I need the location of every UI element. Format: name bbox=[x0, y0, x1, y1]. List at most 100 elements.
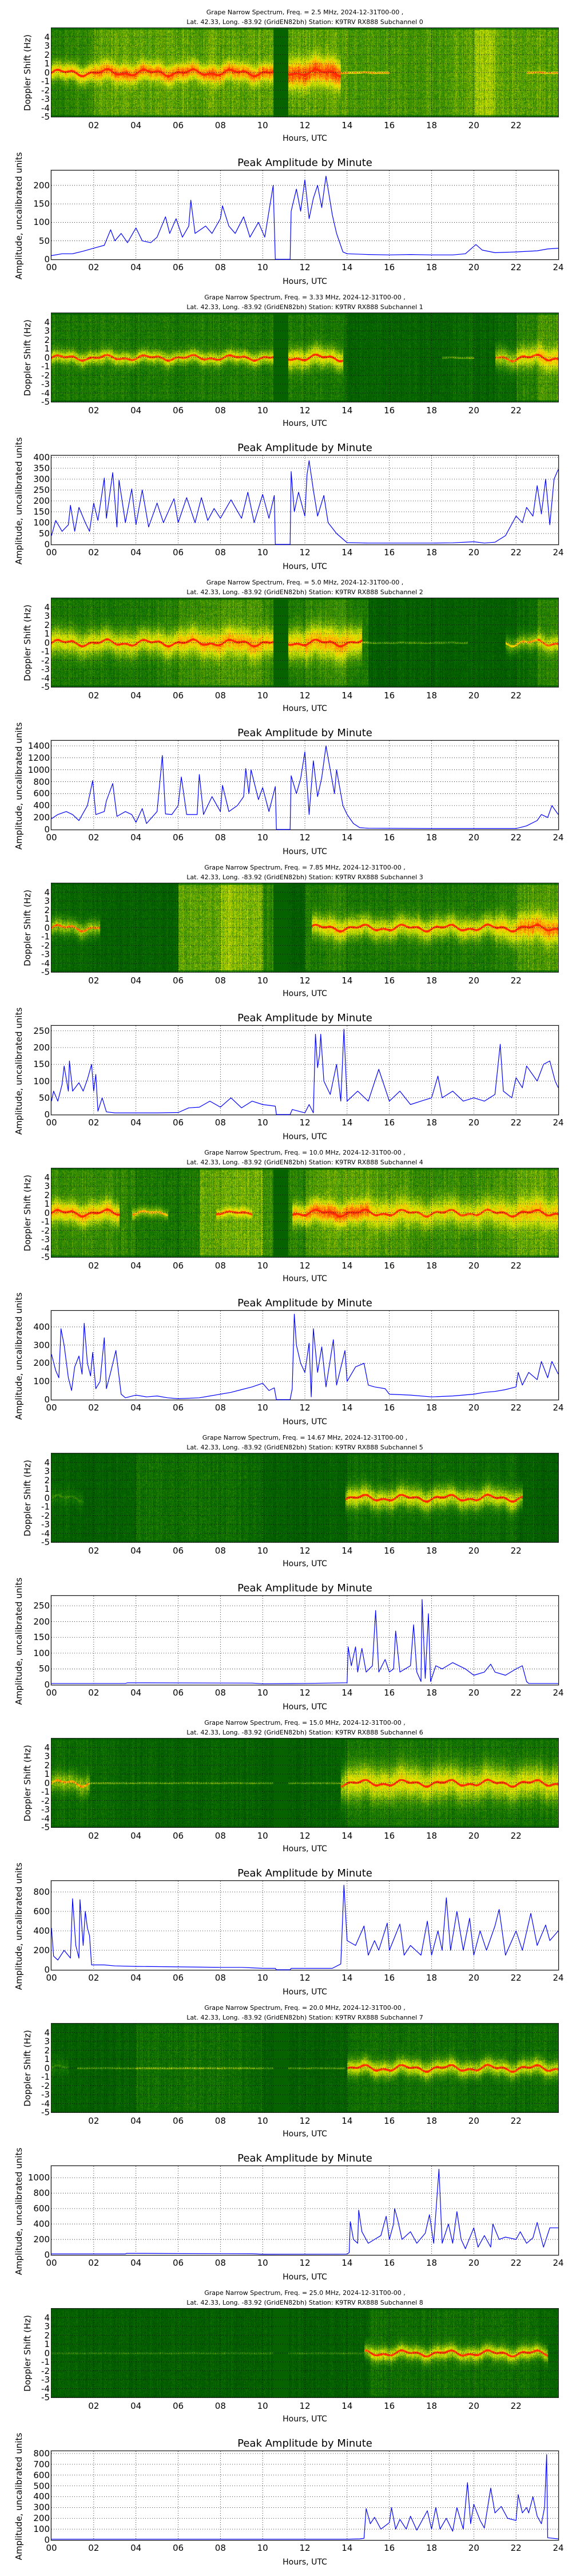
amplitude-x-tick-label: 18 bbox=[426, 2543, 438, 2553]
amplitude-y-tick-label: 1200 bbox=[27, 752, 50, 763]
spectrogram-x-tick-label: 22 bbox=[510, 1261, 522, 1271]
spectrogram-x-tick-label: 08 bbox=[214, 120, 226, 131]
amplitude-x-tick-label: 10 bbox=[257, 262, 268, 272]
amplitude-y-tick-label: 100 bbox=[33, 517, 50, 528]
amplitude-grid bbox=[51, 741, 559, 830]
spectrogram-title-line: Grape Narrow Spectrum, Freq. = 10.0 MHz,… bbox=[204, 1149, 406, 1156]
amplitude-y-tick-label: 1400 bbox=[27, 740, 50, 751]
amplitude-y-tick-label: 200 bbox=[33, 1358, 50, 1369]
spectrogram-heatmap bbox=[51, 27, 559, 117]
spectrogram-title-line: Lat. 42.33, Long. -83.92 (GridEN82bh) St… bbox=[186, 1729, 423, 1736]
amplitude-x-tick-label: 02 bbox=[88, 547, 100, 558]
spectrogram-x-tick-label: 14 bbox=[341, 405, 353, 416]
spectrogram-y-tick-label: 4 bbox=[44, 2312, 50, 2323]
amplitude-x-tick-label: 00 bbox=[46, 262, 57, 272]
spectrogram-x-tick-label: 06 bbox=[172, 1261, 184, 1271]
spectrogram-y-tick-label: 4 bbox=[44, 317, 50, 327]
amplitude-x-axis-label: Hours, UTC bbox=[283, 1417, 327, 1427]
amplitude-x-tick-label: 00 bbox=[46, 2258, 57, 2268]
spectrogram-x-tick-label: 16 bbox=[384, 2401, 395, 2411]
spectrogram-x-tick-label: 12 bbox=[299, 975, 311, 986]
amplitude-x-tick-label: 06 bbox=[172, 1973, 184, 1983]
amplitude-grid bbox=[51, 1026, 559, 1115]
amplitude-x-tick-label: 06 bbox=[172, 2543, 184, 2553]
amplitude-x-tick-label: 04 bbox=[130, 2258, 142, 2268]
amplitude-x-tick-label: 16 bbox=[384, 2258, 395, 2268]
spectrogram-y-axis-label: Doppler Shift (Hz) bbox=[22, 605, 33, 681]
amplitude-y-tick-label: 200 bbox=[33, 496, 50, 507]
spectrogram-y-axis-label: Doppler Shift (Hz) bbox=[22, 2315, 33, 2392]
spectrogram-x-tick-label: 10 bbox=[257, 405, 268, 416]
amplitude-x-tick-label: 14 bbox=[341, 2543, 353, 2553]
spectrogram-x-tick-label: 12 bbox=[299, 1831, 311, 1841]
spectrogram-x-tick-label: 16 bbox=[384, 1261, 395, 1271]
amplitude-y-tick-label: 800 bbox=[33, 2188, 50, 2199]
amplitude-y-tick-label: 150 bbox=[33, 199, 50, 210]
spectrogram-y-tick-label: 3 bbox=[44, 2321, 50, 2332]
spectrogram-x-tick-label: 16 bbox=[384, 1546, 395, 1556]
amplitude-x-tick-label: 08 bbox=[214, 2258, 226, 2268]
amplitude-x-tick-label: 18 bbox=[426, 262, 438, 272]
amplitude-x-tick-label: 00 bbox=[46, 832, 57, 843]
spectrogram-title-line: Grape Narrow Spectrum, Freq. = 2.5 MHz, … bbox=[206, 9, 404, 16]
amplitude-x-tick-label: 20 bbox=[468, 1117, 479, 1128]
spectrogram-x-tick-label: 16 bbox=[384, 690, 395, 701]
amplitude-y-tick-label: 100 bbox=[33, 1076, 50, 1086]
spectrogram-y-tick-label: -3 bbox=[41, 1519, 50, 1530]
amplitude-y-tick-label: 800 bbox=[33, 1887, 50, 1898]
spectrogram-x-tick-label: 08 bbox=[214, 975, 226, 986]
spectrogram-x-axis-label: Hours, UTC bbox=[283, 1274, 327, 1283]
spectrogram-y-tick-label: 2 bbox=[44, 334, 50, 345]
amplitude-x-tick-label: 12 bbox=[299, 1973, 311, 1983]
spectrogram-x-tick-label: 10 bbox=[257, 2401, 268, 2411]
spectrogram-y-tick-label: -4 bbox=[41, 102, 50, 113]
spectrogram-y-tick-label: 0 bbox=[44, 922, 50, 933]
amplitude-x-tick-label: 24 bbox=[553, 262, 564, 272]
spectrogram-x-tick-label: 20 bbox=[468, 1261, 479, 1271]
spectrogram-y-tick-label: 4 bbox=[44, 31, 50, 42]
spectrogram-x-tick-label: 02 bbox=[88, 1831, 100, 1841]
amplitude-chart-title: Peak Amplitude by Minute bbox=[237, 1012, 372, 1024]
amplitude-x-tick-label: 22 bbox=[510, 547, 522, 558]
amplitude-x-tick-label: 02 bbox=[88, 2543, 100, 2553]
amplitude-x-tick-label: 20 bbox=[468, 547, 479, 558]
spectrogram-y-tick-label: -1 bbox=[41, 76, 50, 86]
spectrogram-x-tick-label: 08 bbox=[214, 1831, 226, 1841]
spectrogram-x-tick-label: 16 bbox=[384, 405, 395, 416]
amplitude-y-axis-label: Amplitude, uncalibrated units bbox=[14, 437, 24, 565]
amplitude-grid bbox=[51, 1596, 558, 1685]
amplitude-chart-title: Peak Amplitude by Minute bbox=[237, 1867, 372, 1879]
amplitude-x-tick-label: 22 bbox=[510, 1402, 522, 1413]
spectrogram-y-tick-label: 2 bbox=[44, 904, 50, 915]
spectrogram-y-tick-label: -3 bbox=[41, 2374, 50, 2385]
spectrogram-x-tick-label: 04 bbox=[130, 405, 142, 416]
amplitude-series-line bbox=[51, 2168, 558, 2255]
amplitude-y-axis-label: Amplitude, uncalibrated units bbox=[14, 1862, 24, 1990]
spectrogram-y-tick-label: 0 bbox=[44, 1207, 50, 1218]
spectrogram-grid bbox=[51, 2024, 558, 2113]
spectrogram-y-tick-label: -4 bbox=[41, 1528, 50, 1539]
amplitude-y-tick-label: 200 bbox=[33, 1042, 50, 1053]
spectrogram-x-tick-label: 08 bbox=[214, 1546, 226, 1556]
amplitude-x-tick-label: 04 bbox=[130, 2543, 142, 2553]
amplitude-x-tick-label: 08 bbox=[214, 1688, 226, 1698]
amplitude-x-tick-label: 16 bbox=[384, 1117, 395, 1128]
amplitude-chart-title: Peak Amplitude by Minute bbox=[237, 2152, 372, 2164]
spectrogram-y-tick-label: 2 bbox=[44, 1475, 50, 1485]
amplitude-x-tick-label: 06 bbox=[172, 262, 184, 272]
spectrogram-y-tick-label: 2 bbox=[44, 1760, 50, 1771]
spectrogram-y-tick-label: 2 bbox=[44, 2330, 50, 2341]
spectrogram-x-tick-label: 22 bbox=[510, 120, 522, 131]
spectrogram-x-tick-label: 02 bbox=[88, 405, 100, 416]
amplitude-y-tick-label: 100 bbox=[33, 1647, 50, 1658]
amplitude-y-tick-label: 600 bbox=[33, 788, 50, 799]
spectrogram-y-tick-label: -5 bbox=[41, 1252, 50, 1262]
amplitude-x-tick-label: 22 bbox=[510, 1973, 522, 1983]
amplitude-y-tick-label: 400 bbox=[33, 800, 50, 811]
spectrogram-y-tick-label: 1 bbox=[44, 2054, 50, 2064]
spectrogram-x-tick-label: 14 bbox=[341, 690, 353, 701]
amplitude-x-tick-label: 14 bbox=[341, 832, 353, 843]
amplitude-y-tick-label: 1000 bbox=[27, 764, 50, 775]
spectrogram-x-tick-label: 02 bbox=[88, 1546, 100, 1556]
spectrogram-grid bbox=[51, 1168, 558, 1258]
